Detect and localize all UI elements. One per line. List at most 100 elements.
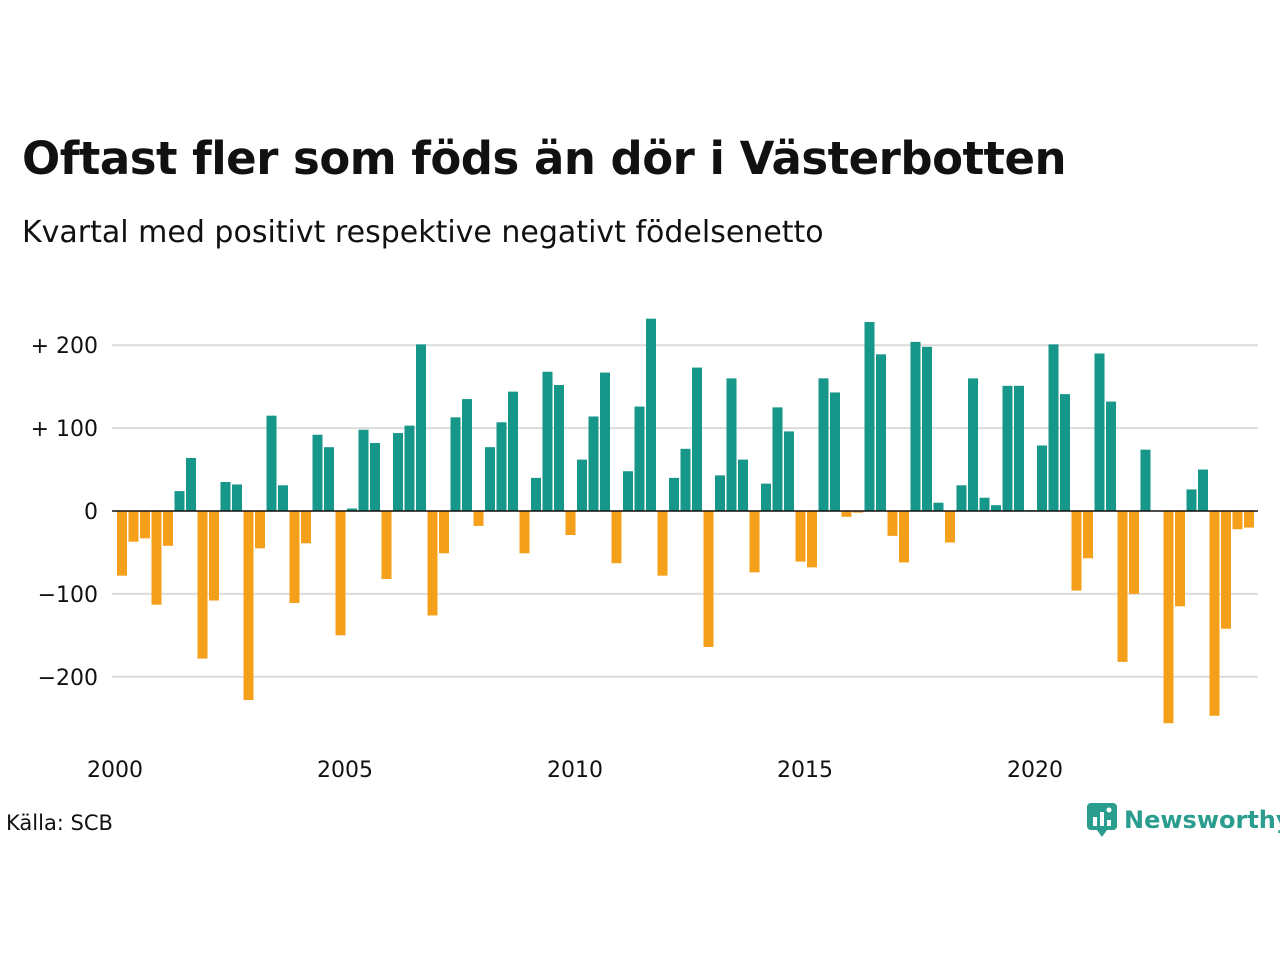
x-tick-label: 2010 bbox=[547, 758, 603, 783]
bar bbox=[749, 511, 760, 573]
bar bbox=[1198, 469, 1208, 511]
bar bbox=[715, 475, 725, 511]
bar bbox=[450, 417, 461, 511]
bar bbox=[485, 447, 495, 511]
bar bbox=[1163, 511, 1174, 724]
bar bbox=[278, 485, 288, 511]
bar bbox=[1186, 489, 1197, 511]
bar bbox=[220, 481, 231, 511]
bars bbox=[117, 318, 1254, 724]
bar bbox=[565, 511, 576, 536]
bar bbox=[324, 447, 334, 511]
bar bbox=[841, 511, 852, 517]
bar bbox=[531, 477, 541, 511]
bar bbox=[623, 471, 633, 511]
brand-name: Newsworthy bbox=[1124, 806, 1280, 834]
bar bbox=[818, 378, 829, 511]
bar bbox=[692, 367, 702, 511]
bar bbox=[1244, 511, 1254, 528]
bar bbox=[289, 511, 300, 604]
bar bbox=[991, 505, 1001, 511]
y-tick-label: −100 bbox=[38, 583, 98, 608]
bar bbox=[933, 502, 944, 511]
bar bbox=[554, 384, 564, 511]
y-tick-label: + 200 bbox=[31, 334, 98, 359]
bar bbox=[335, 511, 346, 636]
bar bbox=[611, 511, 622, 564]
bar bbox=[1094, 353, 1105, 511]
bar bbox=[979, 497, 990, 511]
bar bbox=[163, 511, 173, 546]
bar bbox=[738, 459, 748, 511]
bar bbox=[462, 399, 472, 511]
bar-chart: + 200 + 100 0 −100 −200 2000 2005 2010 2015 2020 bbox=[31, 318, 1258, 783]
chart-title: Oftast fler som föds än dör i Västerbott… bbox=[22, 132, 1067, 185]
bar bbox=[427, 511, 438, 616]
bar bbox=[726, 378, 737, 511]
bar bbox=[508, 391, 518, 511]
bar bbox=[1175, 511, 1185, 607]
bar bbox=[795, 511, 806, 562]
y-tick-label: + 100 bbox=[31, 417, 98, 442]
bar bbox=[968, 378, 978, 511]
bar bbox=[853, 511, 863, 513]
bar bbox=[381, 511, 392, 579]
bar bbox=[209, 511, 219, 601]
bar bbox=[669, 477, 679, 511]
bar bbox=[876, 354, 886, 511]
bar bbox=[312, 434, 323, 511]
bar bbox=[393, 433, 403, 511]
bar bbox=[600, 372, 610, 511]
bar bbox=[807, 511, 817, 568]
bar bbox=[680, 448, 691, 511]
bar bbox=[577, 459, 587, 511]
bar bbox=[358, 429, 369, 511]
bar bbox=[117, 511, 127, 576]
bar bbox=[542, 371, 553, 511]
bar bbox=[784, 431, 794, 511]
bar bbox=[945, 511, 955, 543]
bar bbox=[301, 511, 311, 544]
bar bbox=[243, 511, 254, 701]
bar bbox=[1060, 394, 1070, 511]
bar bbox=[634, 406, 645, 511]
y-axis-ticks: + 200 + 100 0 −100 −200 bbox=[31, 334, 98, 691]
bar bbox=[703, 511, 714, 647]
bar bbox=[404, 425, 415, 511]
x-tick-label: 2005 bbox=[317, 758, 373, 783]
y-tick-label: −200 bbox=[38, 666, 98, 691]
bar bbox=[761, 483, 771, 511]
bar bbox=[772, 407, 783, 511]
bar bbox=[473, 511, 484, 526]
bar bbox=[197, 511, 208, 659]
y-tick-label: 0 bbox=[84, 500, 98, 525]
bar bbox=[519, 511, 530, 554]
bar bbox=[830, 392, 840, 511]
bar bbox=[186, 457, 196, 511]
bar bbox=[255, 511, 265, 549]
bar bbox=[370, 443, 380, 511]
bar bbox=[887, 511, 898, 536]
newsworthy-logo-icon bbox=[1087, 803, 1117, 837]
bar bbox=[128, 511, 139, 542]
bar bbox=[1048, 344, 1059, 511]
bar bbox=[1209, 511, 1220, 716]
bar bbox=[347, 508, 357, 511]
bar bbox=[1129, 511, 1139, 594]
bar bbox=[1083, 511, 1093, 559]
bar bbox=[439, 511, 449, 554]
bar bbox=[1221, 511, 1231, 629]
bar bbox=[646, 318, 656, 511]
bar bbox=[140, 511, 150, 539]
x-axis-ticks: 2000 2005 2010 2015 2020 bbox=[87, 758, 1063, 783]
bar bbox=[1117, 511, 1128, 662]
chart-subtitle: Kvartal med positivt respektive negativt… bbox=[22, 215, 824, 250]
bar bbox=[956, 485, 967, 511]
bar bbox=[232, 484, 242, 511]
bar bbox=[588, 416, 599, 511]
bar bbox=[174, 491, 185, 511]
bar bbox=[899, 511, 909, 563]
bar bbox=[1014, 385, 1024, 511]
brand-logo: Newsworthy bbox=[1086, 802, 1280, 838]
bar bbox=[922, 346, 932, 511]
